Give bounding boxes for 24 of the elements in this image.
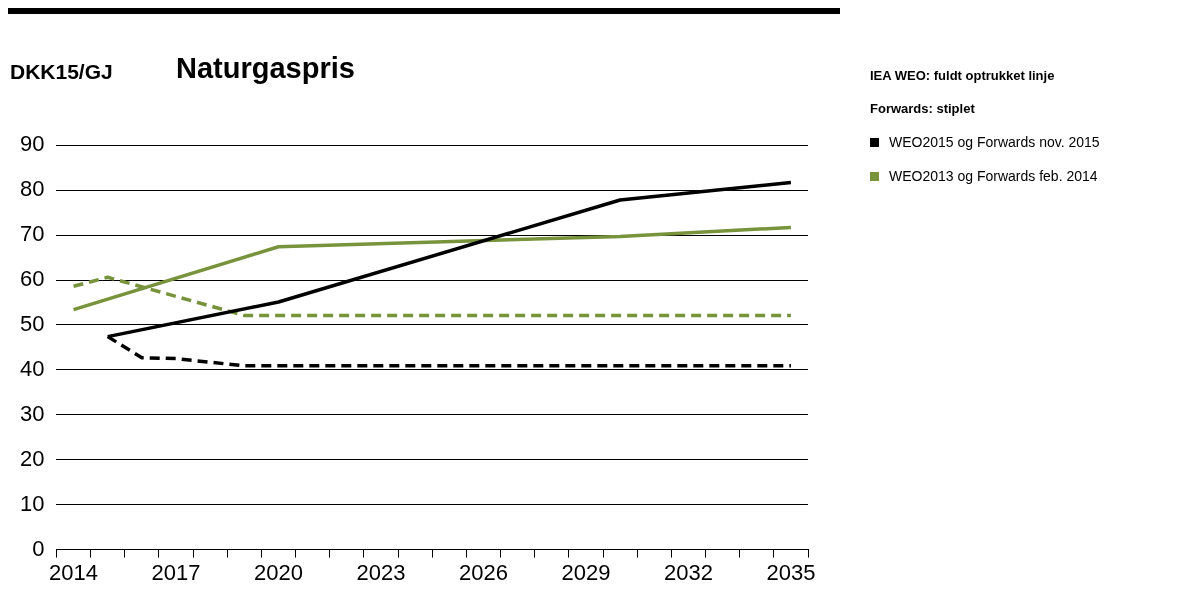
y-axis-title: DKK15/GJ: [10, 60, 113, 84]
y-tick-label: 0: [32, 535, 45, 561]
legend-label: WEO2015 og Forwards nov. 2015: [889, 134, 1100, 150]
y-tick-label: 10: [19, 490, 45, 516]
y-tick-label: 40: [19, 355, 45, 381]
x-tick-label: 2029: [561, 559, 611, 585]
text: IEA WEO: fuldt optrukket linje: [870, 68, 1056, 83]
y-tick-label: 50: [19, 311, 45, 336]
legend-label: WEO2013 og Forwards feb. 2014: [889, 168, 1098, 184]
y-tick-label: 90: [19, 131, 45, 157]
x-tick-label: 2023: [356, 559, 406, 585]
x-tick-label: 2014: [49, 559, 99, 585]
y-tick-label: 60: [19, 266, 45, 292]
x-tick-label: 2032: [663, 559, 713, 585]
y-tick-label: 70: [19, 221, 45, 247]
y-tick-label: 80: [19, 176, 45, 202]
text: Forwards: stiplet: [870, 101, 976, 116]
x-tick-label: 2035: [766, 559, 816, 585]
x-tick-label: 2020: [254, 559, 303, 585]
x-tick-label: 2026: [459, 559, 508, 585]
y-tick-label: 30: [19, 400, 45, 426]
y-tick-label: 20: [19, 445, 45, 471]
chart-title: Naturgaspris: [176, 52, 355, 85]
x-tick-label: 2017: [151, 559, 201, 585]
